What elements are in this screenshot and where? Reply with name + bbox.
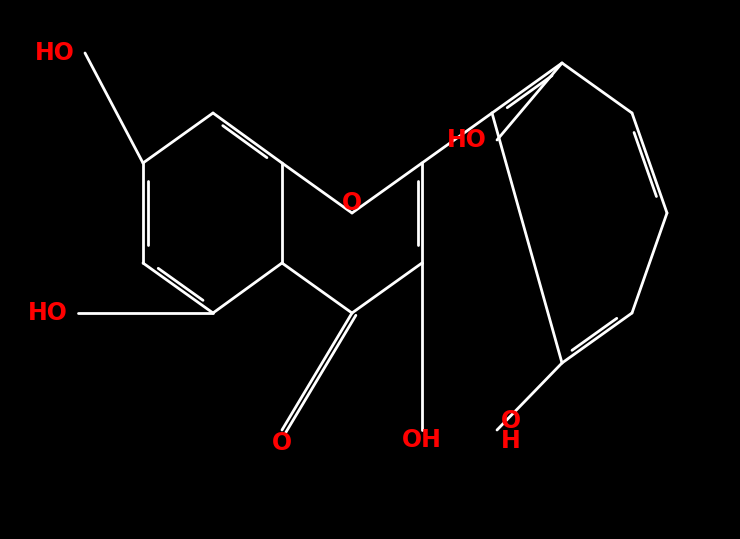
Text: HO: HO: [447, 128, 487, 152]
Text: HO: HO: [28, 301, 68, 325]
Text: HO: HO: [35, 41, 75, 65]
Text: O: O: [342, 191, 362, 215]
Text: O: O: [501, 409, 521, 433]
Text: OH: OH: [402, 428, 442, 452]
Text: H: H: [501, 429, 521, 453]
Text: O: O: [272, 431, 292, 455]
